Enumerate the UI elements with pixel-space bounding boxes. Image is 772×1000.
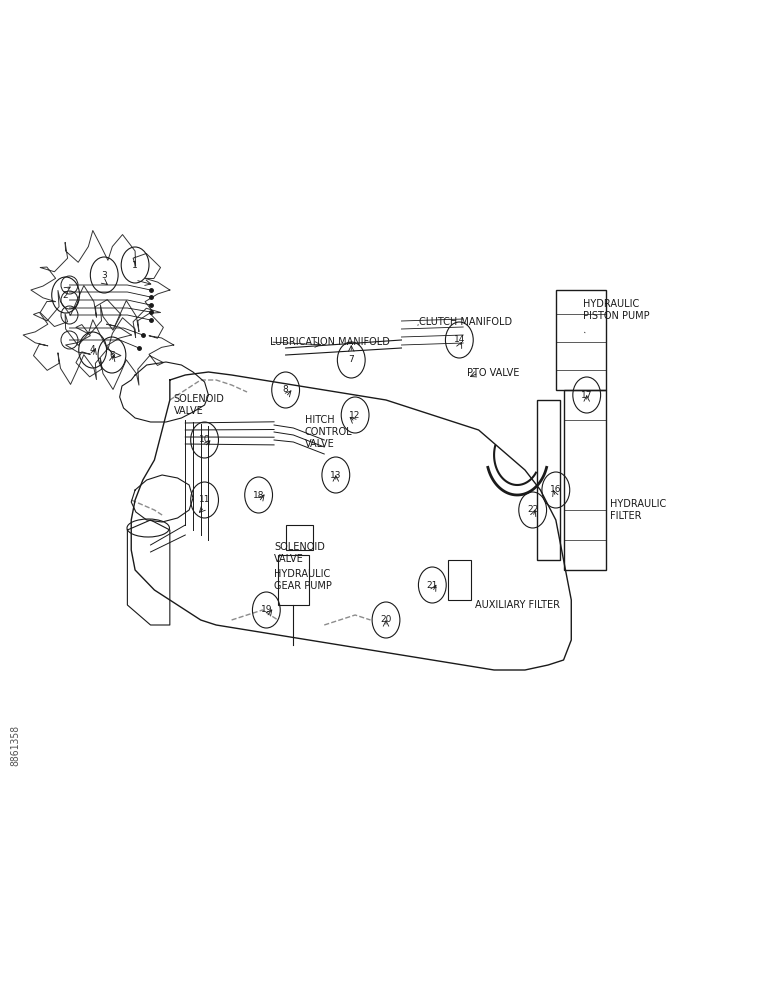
Bar (537, 400, 560, 560)
Text: HYDRAULIC
FILTER: HYDRAULIC FILTER (610, 499, 666, 521)
Text: 14: 14 (454, 336, 465, 344)
Text: 19: 19 (261, 605, 272, 614)
Text: 7: 7 (348, 356, 354, 364)
Text: AUXILIARY FILTER: AUXILIARY FILTER (475, 600, 560, 610)
Text: 16: 16 (550, 486, 561, 494)
Text: HYDRAULIC
GEAR PUMP: HYDRAULIC GEAR PUMP (274, 569, 332, 591)
Text: PTO VALVE: PTO VALVE (467, 368, 520, 378)
Text: SOLENOID
VALVE: SOLENOID VALVE (174, 394, 225, 416)
Text: 20: 20 (381, 615, 391, 624)
Text: 3: 3 (101, 270, 107, 279)
Text: 4: 4 (90, 346, 96, 355)
Text: HITCH
CONTROL
VALVE: HITCH CONTROL VALVE (305, 415, 353, 449)
Text: LUBRICATION MANIFOLD: LUBRICATION MANIFOLD (270, 337, 390, 347)
Text: 22: 22 (527, 506, 538, 514)
Text: 13: 13 (330, 471, 341, 480)
Text: 21: 21 (427, 580, 438, 589)
Text: 18: 18 (253, 490, 264, 499)
Text: 6: 6 (109, 351, 115, 360)
Text: CLUTCH MANIFOLD: CLUTCH MANIFOLD (419, 317, 513, 327)
Text: 12: 12 (350, 410, 361, 420)
Bar (556, 290, 606, 390)
Bar (278, 555, 309, 605)
Text: 8861358: 8861358 (11, 724, 20, 766)
Bar (286, 525, 313, 550)
Text: 2: 2 (63, 290, 69, 300)
Text: 1: 1 (132, 260, 138, 269)
Text: 8: 8 (283, 385, 289, 394)
Bar (448, 560, 471, 600)
Text: 11: 11 (199, 495, 210, 504)
Bar (564, 390, 606, 570)
Text: 10: 10 (199, 436, 210, 444)
Text: 17: 17 (581, 390, 592, 399)
Text: HYDRAULIC
PISTON PUMP: HYDRAULIC PISTON PUMP (583, 299, 649, 321)
Text: SOLENOID
VALVE: SOLENOID VALVE (274, 542, 325, 564)
